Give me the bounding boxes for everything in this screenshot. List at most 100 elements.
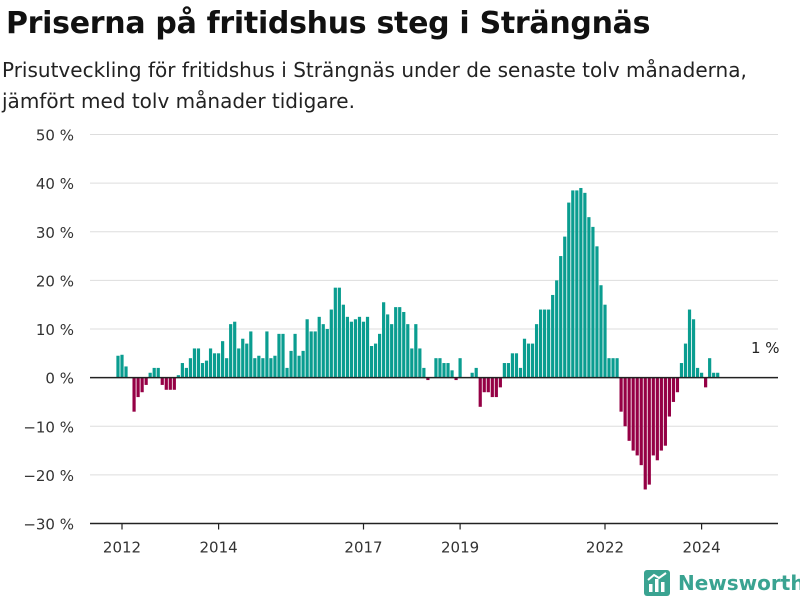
annotation-label: 1 % [751,339,780,357]
bar [539,309,543,378]
bar [474,367,478,378]
bar [571,190,575,378]
bar [196,348,201,378]
bar [478,377,482,407]
bar [647,377,651,485]
bar [534,324,539,378]
bar [249,331,253,378]
bar [353,319,358,378]
bar [506,363,510,378]
bar [321,324,325,378]
bar [253,358,257,378]
bar [414,324,418,378]
bar [583,192,587,378]
bar [438,358,442,378]
bar [454,377,458,381]
bar [357,316,362,378]
bar [667,377,671,417]
bar [241,338,245,378]
bar [643,377,647,490]
bar [233,321,237,378]
bar [132,377,136,412]
bar [671,377,676,402]
bar [156,367,160,378]
bar [277,333,281,378]
y-tick-label: 0 % [45,370,74,388]
bar [120,354,124,378]
bar [683,343,688,378]
bar [687,309,692,378]
bar [526,343,531,378]
y-tick-label: −30 % [23,516,74,534]
bar [176,375,180,378]
bar [655,377,659,461]
y-tick-label: 40 % [36,175,74,193]
y-tick-label: −10 % [23,418,74,436]
bar [152,367,156,378]
bar [192,348,197,378]
bar [386,314,390,378]
bar [639,377,643,466]
x-tick-label: 2022 [586,539,624,557]
bar [221,341,225,378]
bar [382,302,386,378]
bar [273,355,277,378]
bar [225,358,229,378]
bar [281,333,285,378]
bar [136,377,140,398]
bar [200,363,205,378]
bar [265,331,269,378]
bar [422,367,426,378]
bar [587,217,591,378]
bar [518,367,523,378]
chart-title: Priserna på fritidshus steg i Strängnäs [6,6,651,41]
bar [365,316,370,378]
bar [567,202,571,378]
y-tick-label: 50 % [36,127,74,145]
bar [208,348,213,378]
bar [675,377,680,393]
bar-series [116,187,720,490]
bar [708,358,712,378]
bar [450,370,454,378]
x-tick-label: 2014 [200,539,238,557]
bar [704,377,708,388]
bar [603,304,607,378]
bar [651,377,655,456]
bar [333,287,337,378]
bar [168,377,172,390]
grid-lines [90,134,778,524]
bar [615,358,619,378]
newsworthy-logo-icon [644,570,670,596]
bar [623,377,627,427]
bar [144,377,148,385]
bar [679,363,684,378]
bar [349,321,354,378]
bar [607,358,611,378]
bar [490,377,494,398]
bar [257,355,261,378]
bar [563,236,567,378]
bar [313,331,317,378]
bar [426,377,430,381]
axes [90,376,778,530]
bar [635,377,639,456]
bar [555,280,559,378]
bar [559,256,563,378]
bar [305,319,309,378]
bar [406,324,410,378]
bar [595,246,599,378]
bar [116,355,120,378]
bar [486,377,490,393]
x-tick-label: 2019 [441,539,479,557]
bar [337,287,341,378]
bar [172,377,176,390]
bar [293,333,297,378]
tick-labels: −30 % −20 % −10 % 0 % 10 % 20 % 30 % 40 % 50 % 20… [23,127,720,557]
bar [502,363,506,378]
bar [329,309,333,378]
bar [373,343,378,378]
bar [204,360,209,378]
bar [297,355,301,378]
bar [575,190,579,378]
